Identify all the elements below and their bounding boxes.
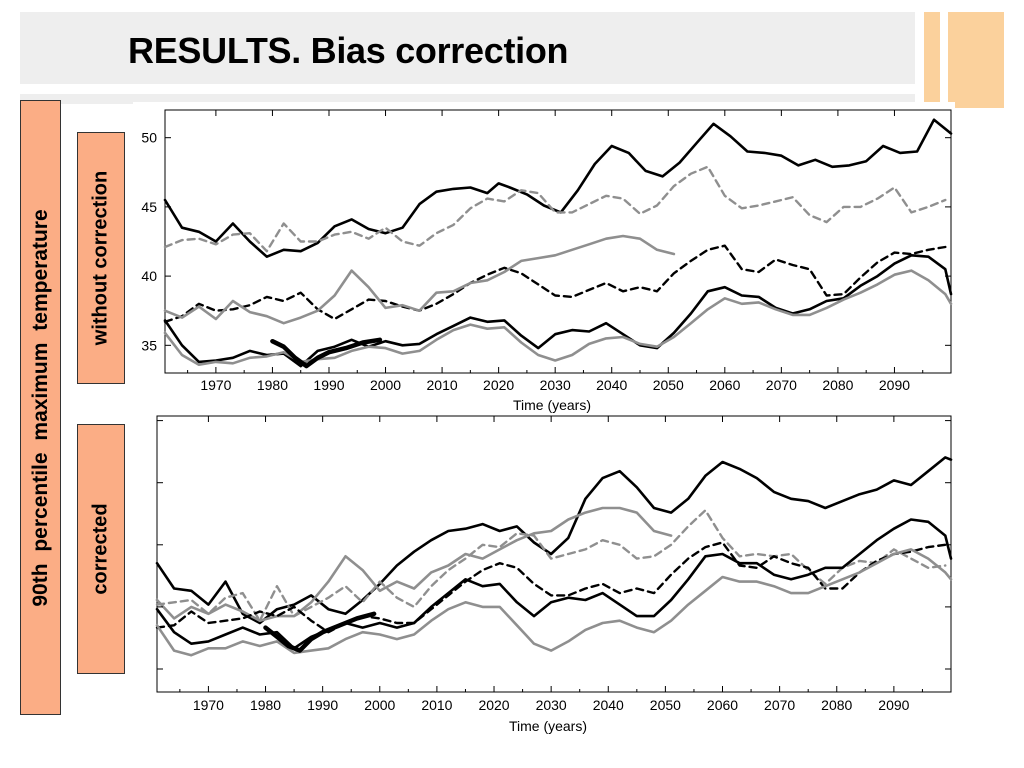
y-axis-label-box: 90th percentile maximum temperature [20, 100, 61, 715]
top-x-tick-label: 2020 [483, 377, 514, 393]
bottom-x-tick-label: 2060 [707, 697, 738, 713]
accent-bar-wide [948, 12, 1004, 108]
top-series-line-4 [163, 234, 676, 325]
bottom-panel-background [133, 416, 955, 738]
top-x-tick-label: 2040 [596, 377, 627, 393]
bottom-x-tick-label: 2090 [878, 697, 909, 713]
top-x-tick-label: 2010 [427, 377, 458, 393]
top-x-tick-label: 2000 [370, 377, 401, 393]
top-x-tick-label: 2080 [822, 377, 853, 393]
bottom-series-line-1 [155, 456, 953, 625]
top-series-line-3 [163, 244, 947, 323]
bottom-x-tick-label: 2020 [478, 697, 509, 713]
top-y-tick-label: 50 [141, 130, 157, 146]
top-y-tick-label: 45 [141, 199, 157, 215]
top-x-tick-label: 2090 [879, 377, 910, 393]
bottom-series-line-2 [155, 506, 673, 623]
top-series-line-2 [163, 165, 947, 253]
bottom-x-axis-title: Time (years) [509, 718, 587, 734]
top-x-tick-label: 2030 [540, 377, 571, 393]
top-x-axis-title: Time (years) [513, 397, 591, 413]
bottom-series-line-4 [155, 541, 947, 634]
top-series-line-5 [163, 254, 953, 368]
bottom-x-tick-label: 1990 [307, 697, 338, 713]
slide-title: RESULTS. Bias correction [128, 30, 569, 71]
top-plot-frame [164, 109, 952, 374]
top-x-tick-label: 2060 [709, 377, 740, 393]
bottom-series-line-7 [263, 611, 377, 653]
bottom-x-tick-label: 2070 [764, 697, 795, 713]
top-x-tick-label: 1990 [313, 377, 344, 393]
top-x-tick-label: 2070 [766, 377, 797, 393]
bottom-x-tick-label: 2000 [364, 697, 395, 713]
bottom-panel-label-box: corrected [77, 424, 125, 674]
top-y-tick-label: 40 [141, 268, 157, 284]
bottom-x-tick-label: 2080 [821, 697, 852, 713]
bottom-x-tick-label: 2010 [421, 697, 452, 713]
top-x-tick-label: 1980 [257, 377, 288, 393]
top-y-tick-label: 35 [141, 337, 157, 353]
bottom-series-line-6 [155, 548, 953, 657]
bottom-x-tick-label: 2040 [593, 697, 624, 713]
bottom-x-tick-label: 2030 [536, 697, 567, 713]
top-x-tick-label: 1970 [200, 377, 231, 393]
accent-bar-thin [924, 12, 940, 102]
title-underline-band [20, 94, 915, 104]
title-band: RESULTS. Bias correction [20, 12, 915, 84]
top-panel-label-box: without correction [77, 132, 125, 384]
top-x-tick-label: 2050 [653, 377, 684, 393]
bottom-x-tick-label: 2050 [650, 697, 681, 713]
bottom-x-tick-label: 1970 [193, 697, 224, 713]
top-series-line-7 [270, 337, 383, 369]
top-panel-background [133, 102, 955, 416]
bottom-x-tick-label: 1980 [250, 697, 281, 713]
